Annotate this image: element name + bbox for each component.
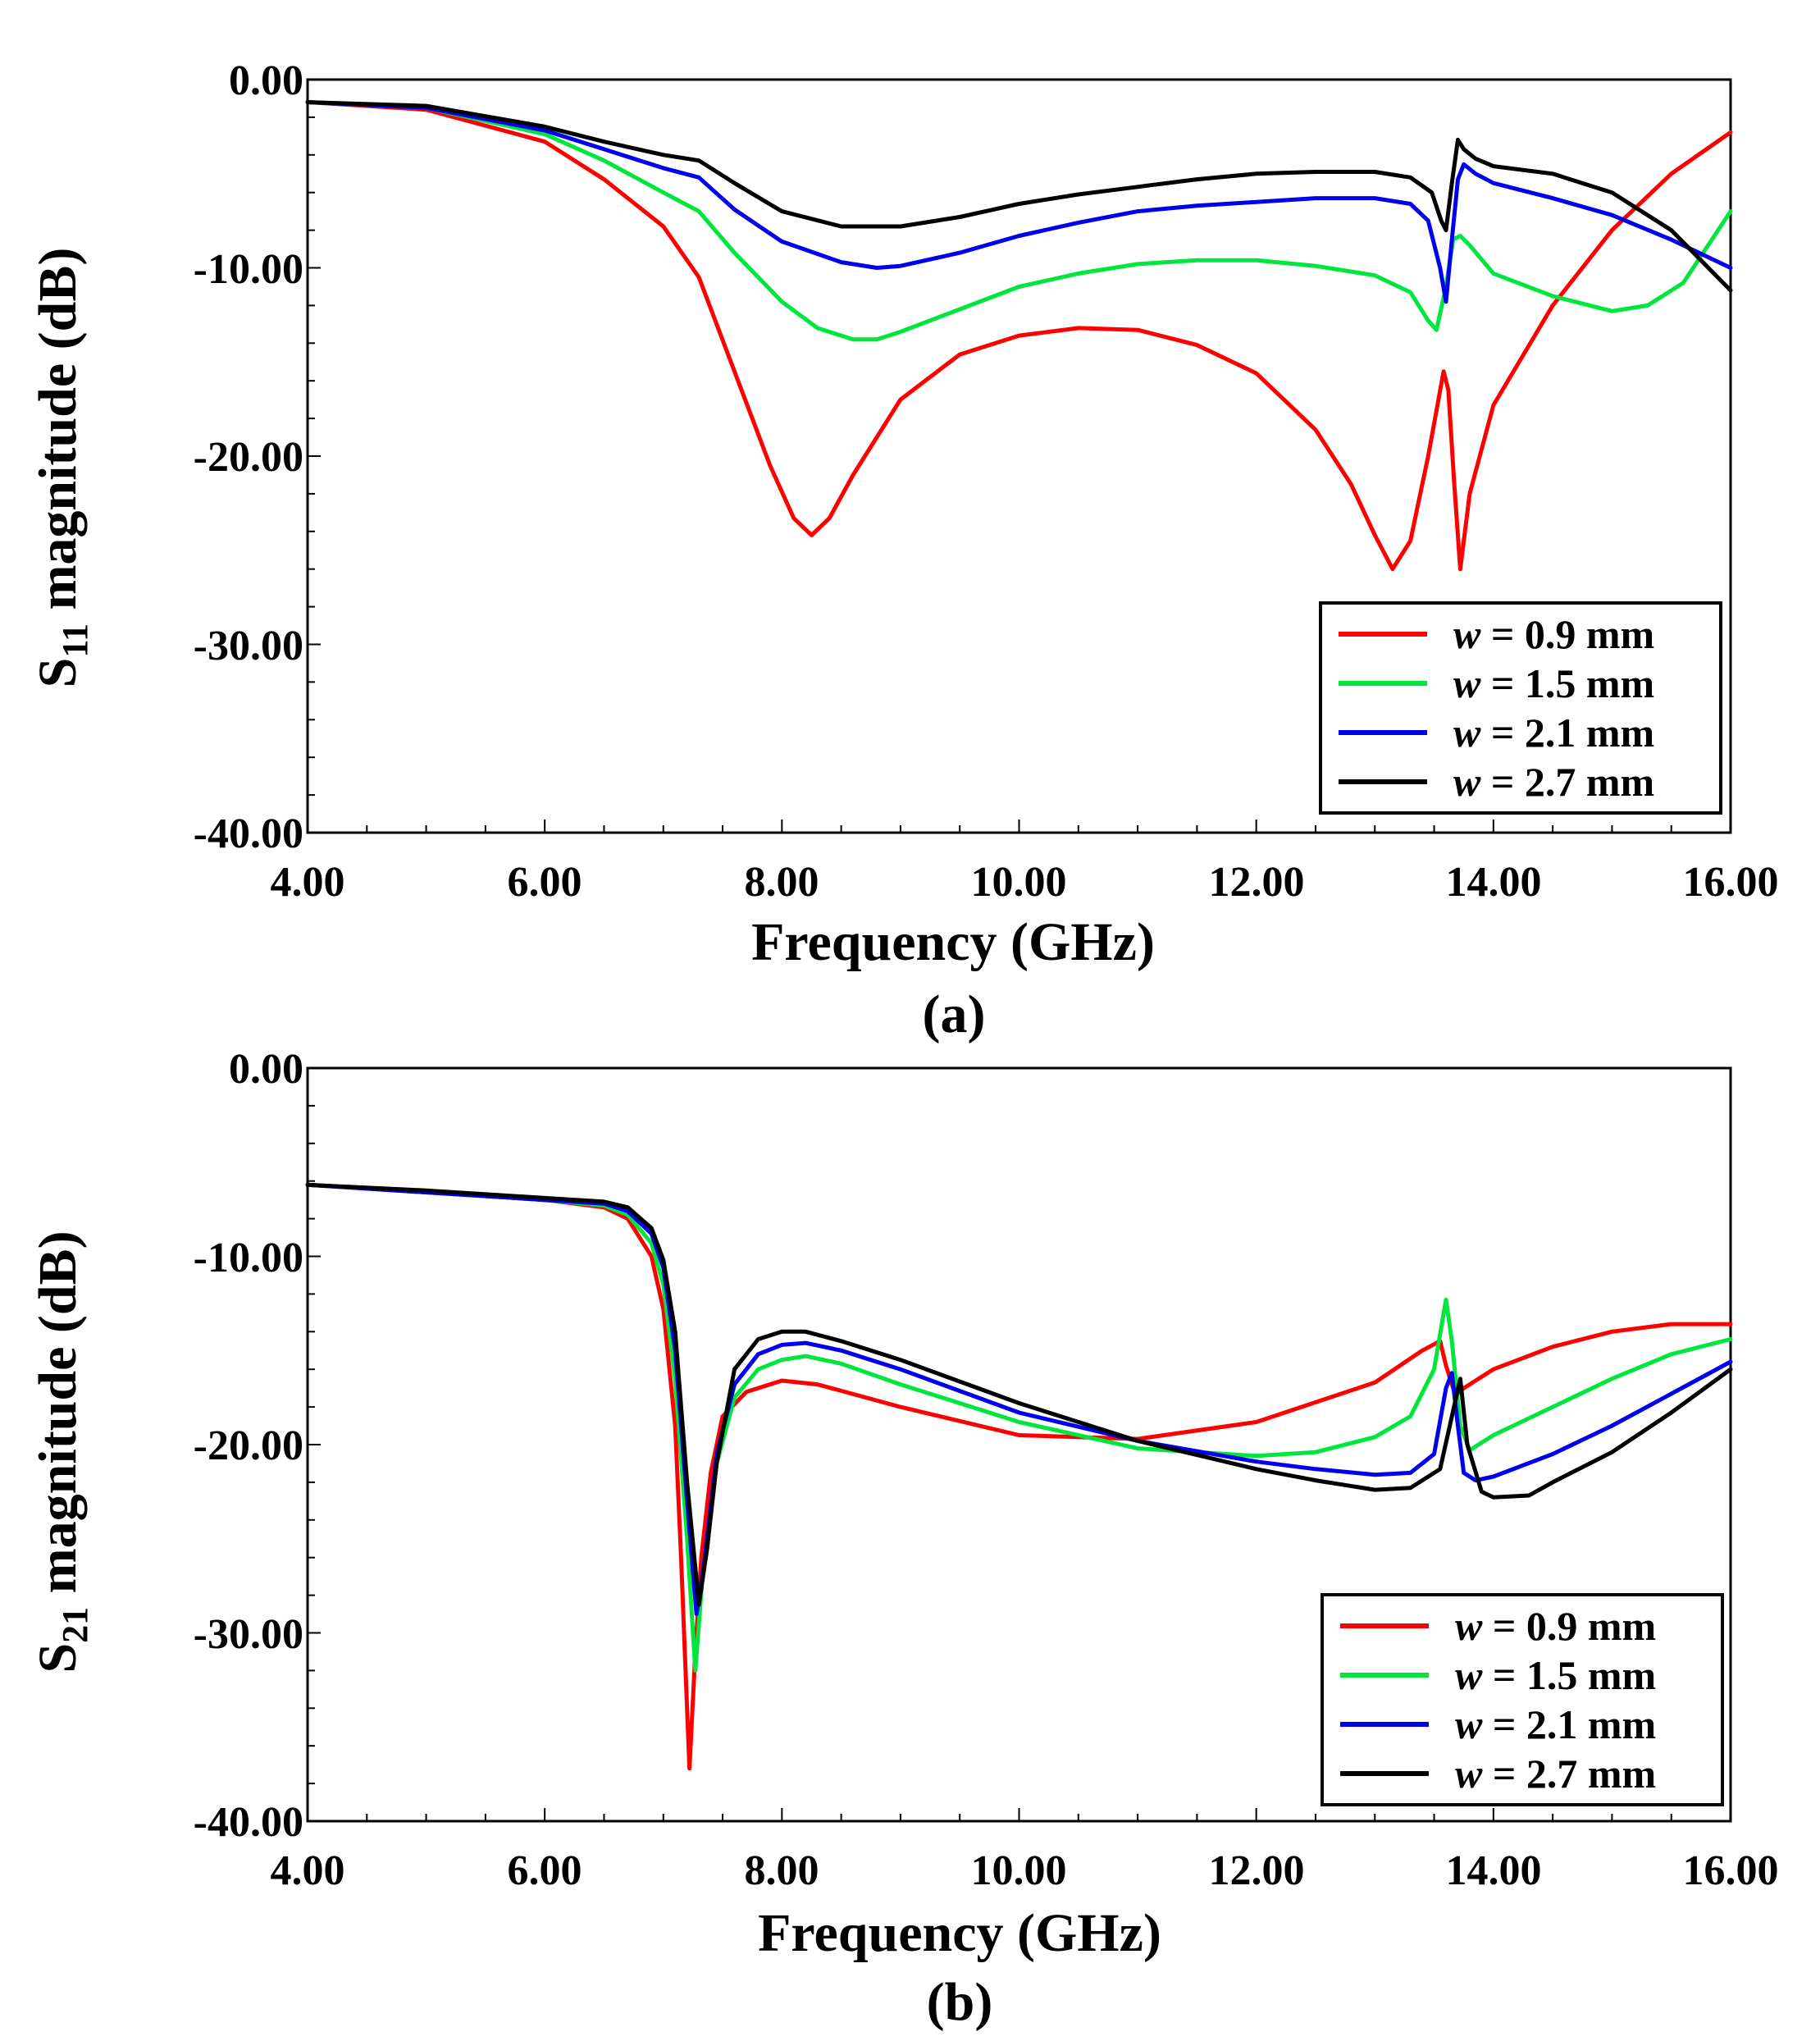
series-line bbox=[305, 100, 1733, 572]
series-line bbox=[305, 100, 1733, 293]
legend-entry: w = 2.1 mm bbox=[1453, 710, 1654, 756]
curves bbox=[305, 100, 1733, 572]
x-tick-label: 10.00 bbox=[971, 859, 1067, 906]
series-line bbox=[305, 100, 1733, 342]
y-tick-label: -30.00 bbox=[194, 623, 303, 669]
x-tick-label: 8.00 bbox=[745, 859, 819, 906]
x-tick-label: 10.00 bbox=[971, 1847, 1067, 1894]
y-tick-label: 0.00 bbox=[229, 57, 303, 104]
series-line bbox=[305, 100, 1733, 304]
series-line bbox=[305, 1182, 1733, 1616]
legend-entry: w = 2.7 mm bbox=[1455, 1751, 1656, 1797]
x-tick-label: 6.00 bbox=[508, 859, 582, 906]
legend-entry: w = 1.5 mm bbox=[1453, 660, 1654, 706]
legend-entry: w = 2.7 mm bbox=[1453, 759, 1654, 805]
x-axis-title: Frequency (GHz) bbox=[758, 1903, 1161, 1963]
curves bbox=[305, 1182, 1733, 1771]
series-line bbox=[305, 1182, 1733, 1607]
panel-label: (b) bbox=[927, 1972, 993, 2032]
legend-entry: w = 0.9 mm bbox=[1453, 611, 1654, 657]
legend: w = 0.9 mm w = 1.5 mm w = 2.1 mm w = 2.7… bbox=[1319, 601, 1722, 815]
x-tick-label: 14.00 bbox=[1446, 1847, 1542, 1894]
legend-entry: w = 2.1 mm bbox=[1455, 1701, 1656, 1747]
y-axis-title: S21 magnitude (dB) bbox=[28, 1231, 95, 1673]
x-tick-label: 6.00 bbox=[508, 1847, 582, 1894]
legend-entry: w = 1.5 mm bbox=[1455, 1652, 1656, 1698]
x-axis-title: Frequency (GHz) bbox=[751, 912, 1155, 972]
x-tick-label: 4.00 bbox=[271, 859, 345, 906]
panel-b: 4.00 6.00 8.00 10.00 12.00 14.00 16.00 0… bbox=[28, 1046, 1779, 2032]
panel-label: (a) bbox=[923, 984, 986, 1044]
y-tick-label: -40.00 bbox=[194, 1799, 303, 1846]
x-tick-label: 4.00 bbox=[271, 1847, 345, 1894]
x-tick-label: 8.00 bbox=[745, 1847, 819, 1894]
x-tick-label: 14.00 bbox=[1446, 859, 1542, 906]
minor-ticks bbox=[307, 1067, 1731, 1822]
minor-ticks bbox=[307, 79, 1731, 833]
x-tick-label: 12.00 bbox=[1209, 1847, 1305, 1894]
legend-box bbox=[1319, 601, 1722, 815]
legend: w = 0.9 mm w = 1.5 mm w = 2.1 mm w = 2.7… bbox=[1321, 1593, 1724, 1806]
y-tick-label: -10.00 bbox=[194, 1235, 303, 1281]
y-tick-label: -20.00 bbox=[194, 1422, 303, 1469]
y-tick-label: -30.00 bbox=[194, 1611, 303, 1658]
legend-box bbox=[1321, 1593, 1724, 1806]
y-tick-label: 0.00 bbox=[229, 1046, 303, 1093]
x-tick-label: 16.00 bbox=[1683, 859, 1779, 906]
y-axis-title: S11 magnitude (dB) bbox=[28, 248, 95, 688]
x-tick-label: 12.00 bbox=[1209, 859, 1305, 906]
panel-a: 4.00 6.00 8.00 10.00 12.00 14.00 16.00 0… bbox=[28, 57, 1779, 1044]
y-tick-label: -20.00 bbox=[194, 434, 303, 481]
legend-entry: w = 0.9 mm bbox=[1455, 1603, 1656, 1649]
y-tick-label: -40.00 bbox=[194, 810, 303, 857]
x-tick-label: 16.00 bbox=[1683, 1847, 1779, 1894]
y-tick-label: -10.00 bbox=[194, 246, 303, 293]
